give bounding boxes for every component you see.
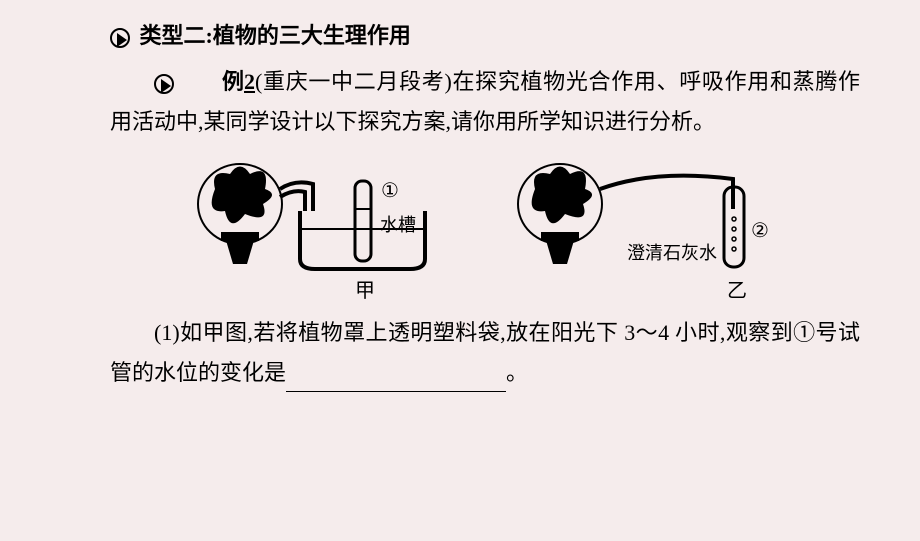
play-icon [110, 28, 130, 48]
example-prefix: 例 [222, 69, 244, 94]
example-number: 2 [244, 69, 255, 94]
caption-b: 乙 [727, 280, 747, 302]
diagram-b: 澄清石灰水 ② 乙 [505, 149, 785, 309]
label-1: ① [381, 180, 399, 202]
trough-label: 水槽 [380, 215, 416, 235]
example-source: (重庆一中二月段考) [255, 69, 452, 94]
limewater-label: 澄清石灰水 [627, 243, 717, 263]
play-icon [154, 74, 174, 94]
answer-blank [286, 366, 506, 392]
example-intro: 例2(重庆一中二月段考)在探究植物光合作用、呼吸作用和蒸腾作用活动中,某同学设计… [110, 62, 860, 141]
caption-a: 甲 [355, 280, 375, 302]
question-1: (1)如甲图,若将植物罩上透明塑料袋,放在阳光下 3～4 小时,观察到①号试管的… [110, 313, 860, 392]
label-2: ② [751, 220, 769, 242]
section-title: 类型二:植物的三大生理作用 [110, 18, 860, 50]
q1-period: 。 [506, 360, 528, 385]
diagram-a: ① 水槽 甲 [185, 149, 445, 309]
example-label: 例2 [178, 62, 255, 102]
diagram-row: ① 水槽 甲 澄清石灰水 ② 乙 [110, 149, 860, 309]
section-title-text: 类型二:植物的三大生理作用 [140, 23, 411, 48]
